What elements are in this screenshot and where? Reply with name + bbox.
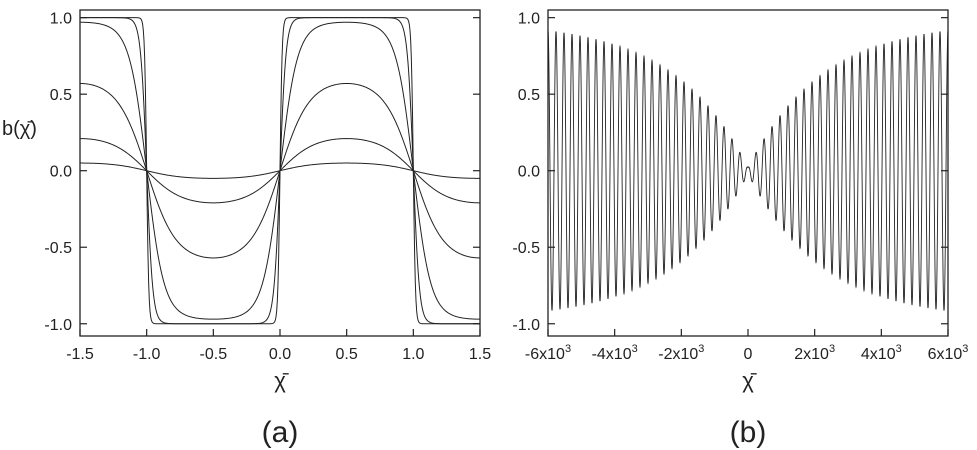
panel-a-x-tick-label: -1.5 bbox=[66, 346, 94, 363]
panel-b-x-tick-label: -2x103 bbox=[658, 343, 704, 363]
panel-a-x-tick-label: 0.5 bbox=[336, 346, 358, 363]
panel-b-series-line bbox=[547, 30, 949, 311]
panel-a-y-tick-label: 0.0 bbox=[50, 164, 72, 181]
panel-b-x-tick-label: 2x103 bbox=[794, 343, 835, 363]
panel-a-y-axis-label: b(χ̄) bbox=[2, 118, 37, 140]
panel-a-y-ticks: -1.0 -0.5 0.0 0.5 1.0 bbox=[44, 11, 480, 334]
panel-a-x-tick-label: -1.0 bbox=[133, 346, 161, 363]
panel-b-y-tick-label: -1.0 bbox=[512, 317, 540, 334]
panel-a: -1.5 -1.0 -0.5 0.0 0.5 1.0 1.5 -1.0 -0.5 0.0 0.5 1… bbox=[2, 9, 491, 449]
panel-a-x-tick-label: 0.0 bbox=[269, 346, 291, 363]
panel-a-x-tick-label: -0.5 bbox=[200, 346, 228, 363]
panel-a-x-ticks: -1.5 -1.0 -0.5 0.0 0.5 1.0 1.5 bbox=[66, 329, 491, 363]
panel-a-y-tick-label: 1.0 bbox=[50, 11, 72, 28]
panel-b-x-tick-label: 6x103 bbox=[928, 343, 969, 363]
panel-b-label: (b) bbox=[730, 416, 767, 449]
panel-b-y-ticks: -1.0 -0.5 0.0 0.5 1.0 bbox=[512, 11, 948, 334]
panel-b: -6x103 -4x103 -2x103 0 2x103 4x103 6x103 -1.0-… bbox=[512, 9, 968, 449]
panel-a-y-tick-label: -1.0 bbox=[44, 317, 72, 334]
panel-b-frame bbox=[547, 9, 949, 337]
panel-b-y-tick-label: -0.5 bbox=[512, 240, 540, 257]
panel-b-y-tick-label: 0.0 bbox=[518, 164, 540, 181]
panel-b-x-axis-label: χ̄ bbox=[742, 368, 757, 393]
panel-a-x-tick-label: 1.0 bbox=[402, 346, 424, 363]
panel-a-series-line bbox=[80, 17, 480, 325]
panel-a-x-tick-label: 1.5 bbox=[469, 346, 491, 363]
panel-a-curves bbox=[79, 17, 481, 325]
panel-b-x-tick-label: -4x103 bbox=[592, 343, 638, 363]
panel-b-x-ticks: -6x103 -4x103 -2x103 0 2x103 4x103 6x103 bbox=[525, 329, 968, 363]
panel-b-x-tick-label: -6x103 bbox=[525, 343, 571, 363]
panel-a-y-tick-label: -0.5 bbox=[44, 240, 72, 257]
panel-b-y-tick-label: 0.5 bbox=[518, 87, 540, 104]
panel-a-x-axis-label: χ̄ bbox=[274, 368, 289, 393]
panel-a-y-tick-label: 0.5 bbox=[50, 87, 72, 104]
panel-b-curves bbox=[547, 30, 949, 311]
panel-b-x-tick-label: 4x103 bbox=[861, 343, 902, 363]
panel-b-x-tick-label: 0 bbox=[744, 346, 753, 363]
panel-b-y-tick-label: 1.0 bbox=[518, 11, 540, 28]
panel-a-label: (a) bbox=[262, 416, 299, 449]
